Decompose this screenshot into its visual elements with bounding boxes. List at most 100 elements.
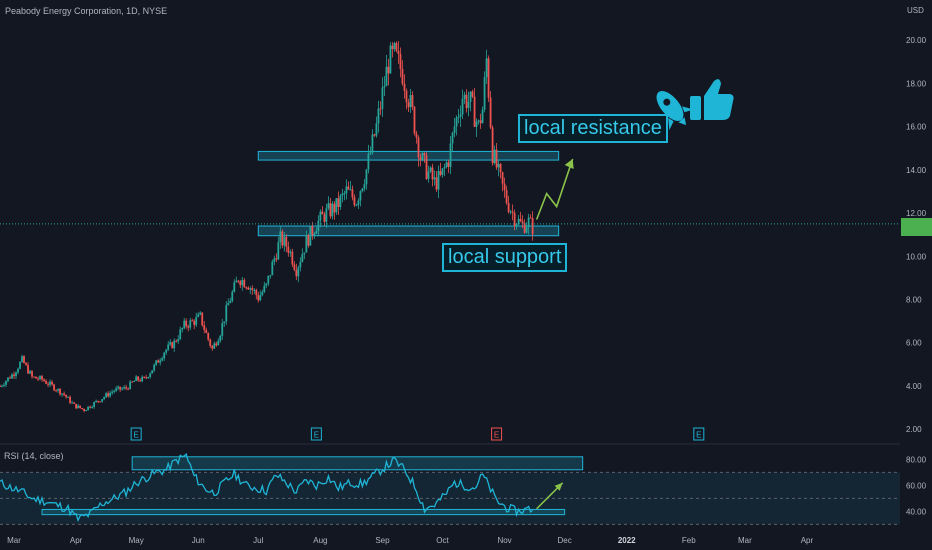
candle-body [421,153,424,160]
candle-body [473,96,476,127]
candle-body [113,390,116,392]
candle-body [523,223,526,233]
candle-body [137,376,140,381]
candle-body [241,280,244,286]
candle-body [1,385,3,387]
candle-body [333,203,336,213]
candle-body [495,149,498,168]
candle-body [269,275,272,277]
candle-body [403,83,406,91]
candle-body [77,405,79,409]
candle-body [307,235,310,246]
candle-body [279,231,282,243]
candle-body [27,364,29,374]
candle-body [471,91,474,97]
candle-body [263,285,266,292]
candle-body [529,217,532,219]
rsi-oversold-zone [41,508,566,516]
candle-body [129,381,132,390]
candle-body [401,69,404,84]
resistance-zone [257,150,560,161]
candle-body [213,343,216,349]
candle-body [331,203,334,217]
candle-body [159,360,162,363]
candle-body [117,386,120,389]
rsi-axis: 80.00 60.00 40.00 [906,455,927,516]
candle-body [31,371,33,377]
candle-body [195,316,198,325]
candle-body [301,253,304,262]
candle-body [467,101,470,109]
price-axis[interactable]: 20.00 18.00 16.00 14.00 12.00 10.00 8.00 6.00 4.… [906,36,927,434]
earnings-marker [693,427,705,441]
candle-body [37,378,39,380]
candle-body [235,280,238,283]
candle-body [419,157,422,160]
candle-body [497,163,500,168]
time-tick-label: Nov [497,536,511,545]
candle-body [151,370,154,374]
candle-body [389,45,392,74]
candle-body [371,134,374,153]
candle-body [125,387,128,389]
candle-body [299,261,302,268]
candle-body [461,98,464,115]
rsi-arrow-head [554,482,563,491]
candle-body [155,360,158,365]
earnings-marker-label: E [494,431,499,440]
candle-body [347,186,350,190]
rsi-line [0,452,564,523]
candle-body [153,364,156,371]
candle-body [321,211,324,215]
candle-body [9,377,11,379]
candle-body [391,45,394,50]
candle-body [197,314,200,317]
candle-body [251,288,254,291]
candle-body [267,275,270,284]
candle-body [273,258,276,262]
price-tick-label: 6.00 [906,339,922,348]
time-tick-label: 2022 [618,536,636,545]
candle-body [79,405,81,409]
candle-body [101,399,104,402]
candle-body [427,171,430,179]
candle-body [0,385,1,387]
candle-body [169,342,172,345]
candle-body [167,344,170,350]
candle-body [187,326,190,328]
candle-body [313,233,316,236]
candle-body [223,321,226,324]
candle-body [45,381,47,384]
candle-body [55,390,57,392]
candle-body [505,190,508,203]
candle-body [191,320,194,322]
candle-body [259,295,262,301]
candle-body [143,376,146,378]
time-axis[interactable]: Mar Apr May Jun Jul Aug Sep Oct Nov Dec 2022 Feb Mar… [7,536,813,545]
candle-body [411,95,414,107]
candle-body [149,373,152,378]
time-tick-label: Jul [253,536,263,545]
candle-body [17,368,19,373]
candle-body [211,345,214,349]
candle-body [413,106,416,134]
candle-body [133,381,136,383]
candle-body [15,372,17,377]
price-tick-label: 8.00 [906,295,922,304]
candle-body [179,329,182,340]
rsi-tick-label: 80.00 [906,455,927,464]
candle-body [237,280,240,282]
earnings-marker-label: E [696,431,701,440]
earnings-marker-label: E [314,431,319,440]
candle-body [121,388,124,390]
candlestick-series [0,40,534,413]
candle-body [455,117,458,127]
time-tick-label: Dec [558,536,572,545]
candle-body [93,402,96,407]
candle-body [261,291,264,296]
candle-body [335,198,338,213]
emoji-icons [656,79,734,131]
time-tick-label: Mar [7,536,21,545]
